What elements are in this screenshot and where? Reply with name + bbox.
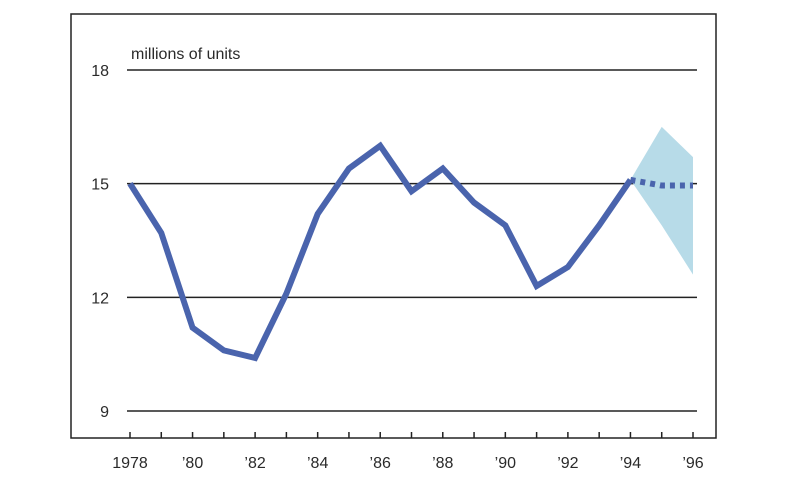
forecast-range-band (630, 126, 693, 275)
grid (127, 69, 697, 412)
forecast-series-line (629, 176, 693, 189)
actual-series-line (127, 141, 633, 362)
series-lines (127, 141, 693, 362)
x-axis: 1978 ’80 ’82 ’84 ’86 ’88 ’90 ’92 ’94 ’96 (112, 432, 704, 472)
x-tick-label: ’88 (432, 455, 453, 472)
x-tick-label: ’94 (620, 455, 641, 472)
plot-frame (70, 13, 717, 439)
x-tick-label: ’82 (244, 455, 265, 472)
x-tick-label: ’86 (370, 455, 391, 472)
y-tick-label: 18 (91, 63, 109, 80)
y-axis-label: millions of units (131, 46, 240, 63)
x-tick-label: 1978 (112, 455, 148, 472)
y-axis: 9 12 15 18 (91, 63, 109, 421)
x-tick-label: ’92 (557, 455, 578, 472)
x-tick-label: ’96 (682, 455, 703, 472)
x-tick-label: ’84 (307, 455, 328, 472)
x-tick-label: ’80 (182, 455, 203, 472)
forecast-band (630, 126, 693, 275)
x-tick-label: ’90 (495, 455, 516, 472)
y-tick-label: 12 (91, 290, 109, 307)
y-tick-label: 15 (91, 177, 109, 194)
y-tick-label: 9 (100, 404, 109, 421)
